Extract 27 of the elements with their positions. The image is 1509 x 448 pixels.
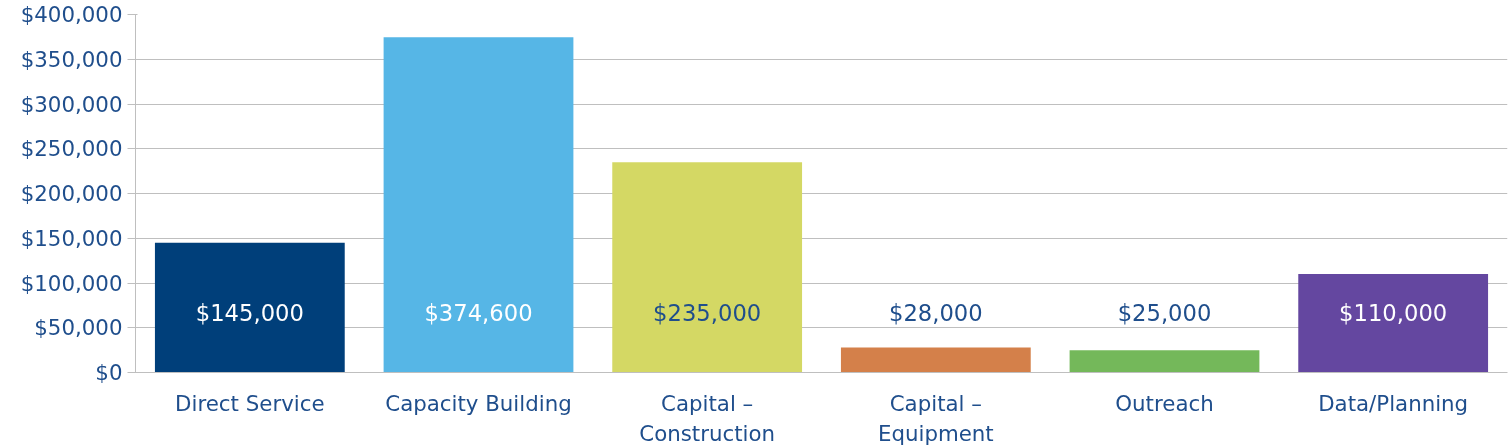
x-tick-label: Capital – Construction [639,390,776,446]
y-tick-label: $250,000 [20,136,123,162]
y-tick-label: $300,000 [20,91,123,117]
bar [1069,350,1260,373]
x-tick-label: Capacity Building [385,390,572,416]
data-label: $110,000 [1339,300,1448,327]
y-tick-label: $350,000 [20,46,123,72]
data-label: $374,600 [424,300,533,327]
y-tick-label: $100,000 [20,270,123,296]
data-label: $145,000 [195,300,304,327]
data-label: $28,000 [888,300,983,327]
y-tick-label: $200,000 [20,181,123,206]
y-tick-label: $400,000 [20,2,123,27]
x-tick-label: Data/Planning [1318,390,1469,416]
bar [840,347,1031,373]
bar [612,162,803,373]
y-tick-label: $0 [95,360,123,385]
bar [383,37,574,373]
x-tick-label: Capital – Equipment [877,390,994,446]
data-label: $235,000 [653,300,762,327]
x-tick-label: Outreach [1115,390,1214,416]
data-label: $25,000 [1117,300,1212,327]
y-tick-label: $50,000 [34,315,123,341]
bar [154,242,345,373]
y-tick-label: $150,000 [20,225,123,251]
bar [1298,274,1489,373]
x-tick-label: Direct Service [175,390,325,416]
